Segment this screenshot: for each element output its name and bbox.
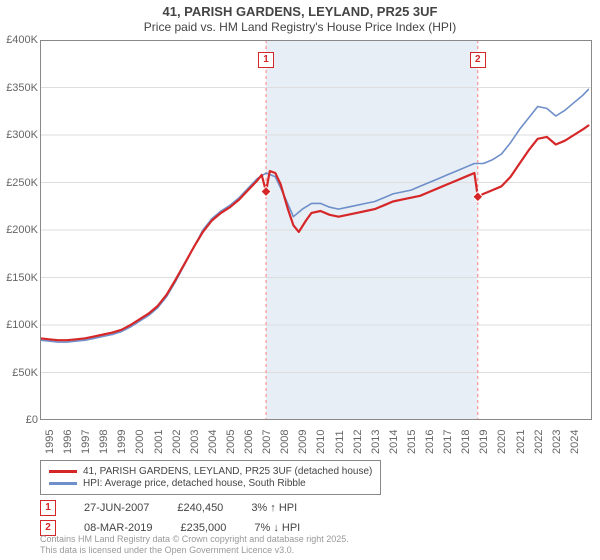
transaction-delta: 7% ↓ HPI [254,522,300,534]
plot-area [40,40,592,420]
transaction-delta: 3% ↑ HPI [251,502,297,514]
legend-item: 41, PARISH GARDENS, LEYLAND, PR25 3UF (d… [49,466,372,477]
x-axis-tick-label: 2021 [515,430,527,454]
x-axis-tick-label: 2008 [279,430,291,454]
transaction-date: 08-MAR-2019 [84,522,152,534]
y-axis-tick-label: £150K [6,272,38,284]
chart-subtitle: Price paid vs. HM Land Registry's House … [0,20,600,34]
transaction-price: £240,450 [177,502,223,514]
x-axis-tick-label: 2007 [261,430,273,454]
y-axis-tick-label: £0 [26,414,38,426]
y-axis-tick-label: £350K [6,82,38,94]
legend: 41, PARISH GARDENS, LEYLAND, PR25 3UF (d… [40,460,381,495]
x-axis-tick-label: 2005 [225,430,237,454]
x-axis-tick-label: 2002 [171,430,183,454]
x-axis-tick-label: 2024 [569,430,581,454]
sale-marker-label-1: 1 [258,52,274,68]
x-axis-tick-label: 1999 [116,430,128,454]
legend-swatch [49,470,77,473]
transaction-price: £235,000 [180,522,226,534]
x-axis-tick-label: 2020 [496,430,508,454]
chart-container: 41, PARISH GARDENS, LEYLAND, PR25 3UF Pr… [0,0,600,560]
x-axis-tick-label: 2010 [315,430,327,454]
x-axis-tick-label: 2015 [406,430,418,454]
x-axis-tick-label: 2013 [370,430,382,454]
x-axis-tick-label: 2000 [134,430,146,454]
x-axis-tick-label: 2012 [352,430,364,454]
transaction-row: 1 27-JUN-2007 £240,450 3% ↑ HPI [40,500,592,516]
x-axis-tick-label: 2011 [334,430,346,454]
legend-swatch [49,482,77,485]
sale-marker-label-2: 2 [470,52,486,68]
y-axis-tick-label: £400K [6,34,38,46]
x-axis-tick-label: 1996 [62,430,74,454]
credit-text: Contains HM Land Registry data © Crown c… [40,534,349,556]
chart-title: 41, PARISH GARDENS, LEYLAND, PR25 3UF [0,4,600,19]
x-axis-tick-label: 2017 [442,430,454,454]
y-axis-tick-label: £250K [6,177,38,189]
legend-label: HPI: Average price, detached house, Sout… [83,478,306,489]
x-axis-tick-label: 1997 [80,430,92,454]
legend-label: 41, PARISH GARDENS, LEYLAND, PR25 3UF (d… [83,466,372,477]
x-axis-tick-label: 2016 [424,430,436,454]
x-axis-tick-label: 2022 [533,430,545,454]
legend-item: HPI: Average price, detached house, Sout… [49,478,372,489]
x-axis-tick-label: 2004 [207,430,219,454]
transaction-marker: 1 [40,500,56,516]
x-axis-tick-label: 2001 [153,430,165,454]
x-axis-tick-label: 2023 [551,430,563,454]
x-axis-tick-label: 1995 [44,430,56,454]
y-axis-tick-label: £200K [6,224,38,236]
x-axis-tick-label: 2018 [460,430,472,454]
y-axis-tick-label: £50K [12,367,38,379]
x-axis-tick-label: 2014 [388,430,400,454]
transaction-date: 27-JUN-2007 [84,502,149,514]
x-axis-tick-label: 2009 [297,430,309,454]
x-axis-tick-label: 1998 [98,430,110,454]
y-axis-tick-label: £100K [6,319,38,331]
x-axis-tick-label: 2006 [243,430,255,454]
x-axis-tick-label: 2003 [189,430,201,454]
x-axis-tick-label: 2019 [478,430,490,454]
y-axis-tick-label: £300K [6,129,38,141]
